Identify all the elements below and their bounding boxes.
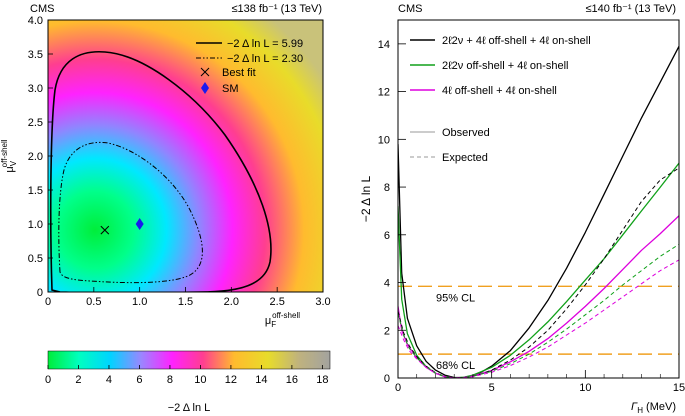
left-luminosity-label: ≤138 fb⁻¹ (13 TeV): [231, 3, 322, 15]
left-y-tick-label: 2.0: [28, 151, 43, 163]
right-experiment-label: CMS: [398, 3, 422, 15]
colorbar-tick-label: 16: [286, 374, 298, 386]
left-x-tick-label: 0: [45, 296, 51, 308]
legend-series-label: 2ℓ2ν off-shell + 4ℓ on-shell: [442, 60, 568, 72]
left-y-tick-label: 4.0: [28, 15, 43, 27]
right-plot-frame: [397, 19, 680, 379]
expected-curve-4: [398, 243, 679, 378]
left-x-tick-label: 3.0: [315, 296, 330, 308]
colorbar: [47, 350, 331, 370]
left-y-tick-label: 0: [37, 287, 43, 299]
contour-2-30: [58, 141, 203, 284]
right-y-tick-label: 8: [384, 182, 390, 194]
observed-curve-1: [398, 162, 679, 378]
legend-series-label: 4ℓ off-shell + 4ℓ on-shell: [442, 85, 557, 97]
left-experiment-label: CMS: [30, 3, 54, 15]
left-y-tick-label: 3.5: [28, 49, 43, 61]
colorbar-tick-label: 0: [45, 374, 51, 386]
left-x-tick-label: 2.0: [224, 296, 239, 308]
left-y-axis-label: μVoff-shell: [0, 139, 18, 172]
left-y-tick-label: 3.0: [28, 83, 43, 95]
colorbar-tick-label: 8: [167, 374, 173, 386]
left-x-axis-label: μFoff-shell: [265, 311, 300, 329]
best-fit-marker: [100, 225, 110, 235]
left-x-tick-label: 1.0: [132, 296, 147, 308]
colorbar-tick-label: 4: [106, 374, 112, 386]
right-luminosity-label: ≤140 fb⁻¹ (13 TeV): [585, 3, 676, 15]
colorbar-tick-label: 14: [255, 374, 267, 386]
colorbar-tick-label: 18: [316, 374, 328, 386]
legend-style-label: Observed: [442, 127, 490, 139]
expected-curve-3: [398, 167, 679, 378]
legend-best-fit-label: Best fit: [222, 67, 256, 79]
colorbar-tick-label: 12: [225, 374, 237, 386]
legend-sm-marker: [201, 82, 209, 94]
right-y-tick-label: 10: [378, 134, 390, 146]
legend-contour-5-99-label: −2 Δ ln L = 5.99: [227, 38, 303, 50]
left-y-tick-label: 1.0: [28, 219, 43, 231]
right-y-tick-label: 12: [378, 87, 390, 99]
left-x-tick-label: 1.5: [178, 296, 193, 308]
right-y-tick-label: 0: [384, 373, 390, 385]
legend-series-label: 2ℓ2ν + 4ℓ off-shell + 4ℓ on-shell: [442, 35, 591, 47]
colorbar-tick-label: 2: [75, 374, 81, 386]
right-x-axis-label: ΓH (MeV): [631, 401, 676, 415]
colorbar-label: −2 Δ ln L: [168, 402, 211, 414]
right-x-tick-label: 15: [673, 382, 685, 394]
colorbar-tick-label: 6: [136, 374, 142, 386]
left-y-tick-label: 0.5: [28, 253, 43, 265]
right-y-tick-label: 4: [384, 278, 390, 290]
cl-reference-label: 68% CL: [436, 360, 475, 372]
contour-5-99: [49, 50, 272, 292]
legend-contour-2-30-label: −2 Δ ln L = 2.30: [227, 53, 303, 65]
right-x-tick-label: 0: [395, 382, 401, 394]
cl-reference-label: 95% CL: [436, 292, 475, 304]
heatmap-surface: [48, 20, 323, 292]
right-y-tick-label: 6: [384, 230, 390, 242]
right-x-tick-label: 5: [489, 382, 495, 394]
right-y-tick-label: 14: [378, 39, 390, 51]
legend-best-fit-marker: [200, 67, 210, 77]
right-x-tick-label: 10: [579, 382, 591, 394]
colorbar-tick-label: 10: [194, 374, 206, 386]
left-y-tick-label: 2.5: [28, 117, 43, 129]
legend-style-label: Expected: [442, 152, 488, 164]
sm-marker: [135, 218, 144, 230]
left-y-tick-label: 1.5: [28, 185, 43, 197]
legend-sm-label: SM: [222, 83, 239, 95]
left-x-tick-label: 2.5: [270, 296, 285, 308]
right-y-axis-label: −2 Δ ln L: [359, 175, 373, 222]
right-y-tick-label: 2: [384, 325, 390, 337]
left-panel: CMS ≤138 fb⁻¹ (13 TeV) −2 Δ ln L = 5.99 …: [0, 3, 331, 414]
right-panel: CMS ≤140 fb⁻¹ (13 TeV) 95% CL 68% CL 0 5 10…: [359, 3, 685, 415]
left-x-tick-label: 0.5: [86, 296, 101, 308]
